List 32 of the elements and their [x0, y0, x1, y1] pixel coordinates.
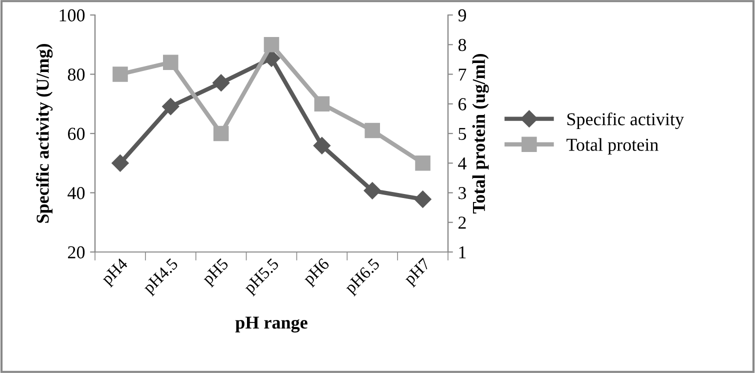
- y2-tick-label: 1: [459, 246, 466, 258]
- point: [162, 98, 180, 116]
- legend-label: Specific activity: [567, 112, 684, 130]
- y2-tick-label: 8: [458, 38, 466, 52]
- point: [313, 137, 330, 154]
- point: [364, 182, 381, 200]
- y-tick-label: 60: [68, 128, 85, 140]
- point: [112, 154, 129, 172]
- point: [364, 122, 380, 138]
- point: [415, 155, 430, 171]
- y-axis-title: Specific activity (U/mg): [36, 44, 53, 223]
- y-tick-label: 20: [68, 246, 85, 258]
- y2-tick-label: 9: [458, 9, 466, 22]
- point: [264, 36, 280, 52]
- y2-tick-label: 3: [458, 187, 466, 200]
- x-axis-title: pH range: [235, 316, 308, 332]
- y-tick-label: 80: [68, 68, 85, 81]
- point: [112, 66, 128, 82]
- point: [212, 74, 230, 92]
- point: [163, 54, 178, 70]
- legend-label: Total protein: [566, 138, 658, 155]
- y2-tick-label: 5: [458, 128, 466, 140]
- y2-tick-label: 2: [458, 216, 466, 229]
- y2-axis-title: Total protein (ug/ml): [472, 54, 489, 214]
- y2-tick-label: 6: [458, 98, 466, 110]
- point: [213, 126, 229, 142]
- y2-tick-label: 4: [458, 158, 466, 170]
- y2-tick-label: 7: [458, 68, 466, 81]
- y-tick-label: 40: [68, 187, 85, 200]
- y-tick-label: 100: [60, 9, 85, 22]
- point: [314, 96, 330, 112]
- point: [414, 190, 432, 208]
